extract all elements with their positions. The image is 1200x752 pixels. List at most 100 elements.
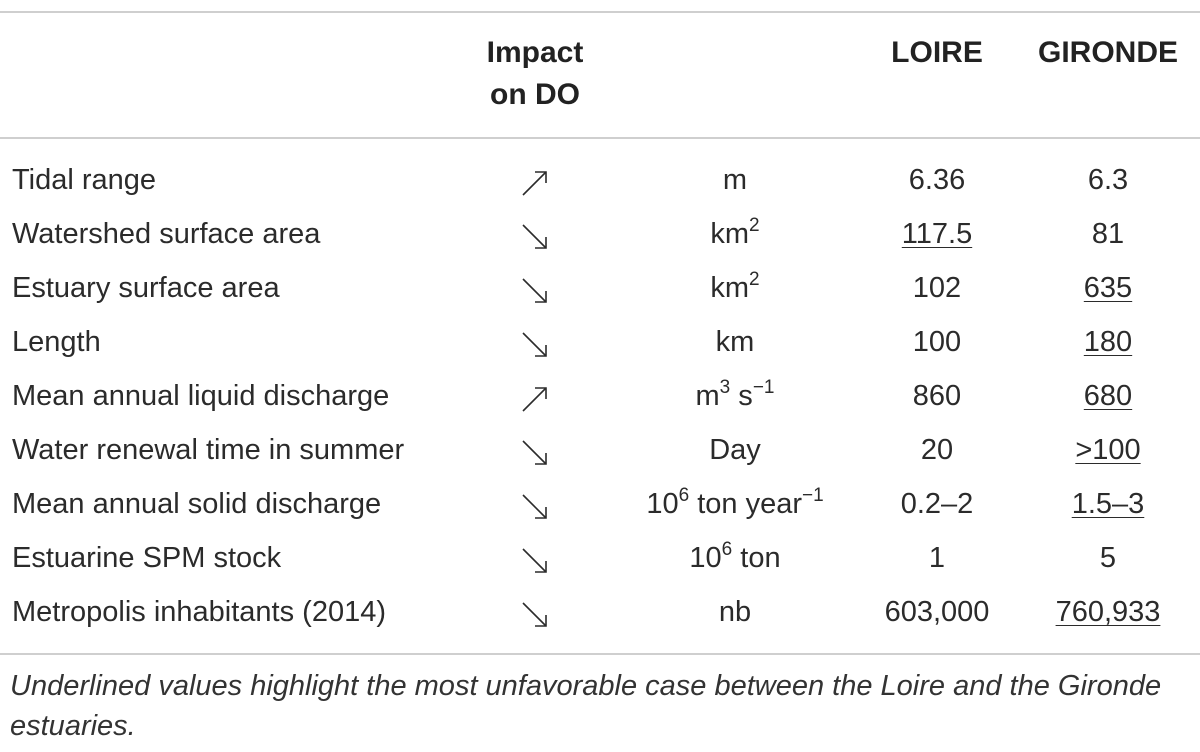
gironde-value: 760,933 <box>1055 596 1161 628</box>
impact-cell <box>478 315 592 369</box>
table-row: Estuary surface area km2 102 635 <box>0 261 1200 315</box>
loire-value: 0.2–2 <box>900 488 974 520</box>
gironde-value-cell: 635 <box>1022 261 1194 315</box>
unit-cell: km2 <box>600 261 870 315</box>
parameter-cell: Mean annual liquid discharge <box>12 380 390 412</box>
table-row: Mean annual liquid discharge m3 s−1 860 680 <box>0 369 1200 423</box>
loire-value-cell: 20 <box>862 423 1012 477</box>
table-row: Watershed surface area km2 117.5 81 <box>0 207 1200 261</box>
unit-base: 10 <box>646 488 679 520</box>
unit-base: 10 <box>689 542 722 574</box>
unit-cell: nb <box>600 585 870 639</box>
gironde-value: 680 <box>1083 380 1133 412</box>
unit-base: km <box>710 218 750 250</box>
impact-cell <box>478 531 592 585</box>
parameter-cell: Watershed surface area <box>12 218 321 250</box>
loire-value-cell: 102 <box>862 261 1012 315</box>
arrow-down-right-icon <box>522 278 547 304</box>
table-top-rule <box>0 11 1200 13</box>
arrow-down-right-icon <box>522 224 547 250</box>
gironde-value-cell: 680 <box>1022 369 1194 423</box>
loire-value-cell: 117.5 <box>862 207 1012 261</box>
column-header-impact: Impact on DO <box>470 32 600 116</box>
parameter-cell: Metropolis inhabitants (2014) <box>12 596 386 628</box>
parameter-cell: Tidal range <box>12 164 157 196</box>
gironde-value: 81 <box>1091 218 1125 250</box>
column-header-impact-line2: on DO <box>490 78 580 111</box>
table-footnote: Underlined values highlight the most unf… <box>10 670 1162 742</box>
table-row: Mean annual solid discharge 106 ton year−… <box>0 477 1200 531</box>
impact-cell <box>478 261 592 315</box>
impact-cell <box>478 423 592 477</box>
unit-base: Day <box>709 434 761 466</box>
unit-exponent: 6 <box>678 485 690 506</box>
table-row: Tidal range m 6.36 6.3 <box>0 153 1200 207</box>
gironde-value: 6.3 <box>1087 164 1129 196</box>
column-header-impact-line1: Impact <box>486 36 584 69</box>
gironde-value-cell: 81 <box>1022 207 1194 261</box>
unit-suffix-exponent: −1 <box>802 485 824 506</box>
parameter-cell: Estuarine SPM stock <box>12 542 282 574</box>
impact-cell <box>478 207 592 261</box>
gironde-value-cell: 5 <box>1022 531 1194 585</box>
unit-cell: km2 <box>600 207 870 261</box>
unit-exponent: 2 <box>749 215 760 236</box>
unit-cell: 106 ton year−1 <box>600 477 870 531</box>
unit-cell: m3 s−1 <box>600 369 870 423</box>
unit-cell: Day <box>600 423 870 477</box>
gironde-value: 1.5–3 <box>1071 488 1145 520</box>
impact-cell <box>478 477 592 531</box>
unit-base: m <box>722 164 748 196</box>
unit-cell: 106 ton <box>600 531 870 585</box>
unit-suffix: ton year <box>689 488 802 520</box>
unit-cell: m <box>600 153 870 207</box>
table-row: Water renewal time in summer Day 20 >100 <box>0 423 1200 477</box>
table-body: Tidal range m 6.36 6.3 Watershed surface are… <box>0 153 1200 639</box>
gironde-value: 5 <box>1099 542 1117 574</box>
column-header-loire: LOIRE <box>891 36 983 69</box>
column-header-gironde: GIRONDE <box>1037 36 1178 69</box>
unit-exponent: 2 <box>749 269 760 290</box>
table-row: Metropolis inhabitants (2014) nb 603,000 76… <box>0 585 1200 639</box>
table-row: Length km 100 180 <box>0 315 1200 369</box>
loire-value: 860 <box>912 380 962 412</box>
loire-value: 603,000 <box>884 596 990 628</box>
gironde-value-cell: 6.3 <box>1022 153 1194 207</box>
unit-base: m <box>695 380 720 412</box>
arrow-up-right-icon <box>522 387 547 412</box>
table-row: Estuarine SPM stock 106 ton 1 5 <box>0 531 1200 585</box>
loire-value: 100 <box>912 326 962 358</box>
loire-value: 1 <box>928 542 946 574</box>
gironde-value: 635 <box>1083 272 1133 304</box>
unit-exponent: 3 <box>719 377 731 398</box>
gironde-value-cell: >100 <box>1022 423 1194 477</box>
loire-value: 6.36 <box>908 164 966 196</box>
arrow-down-right-icon <box>522 602 547 628</box>
loire-value-cell: 6.36 <box>862 153 1012 207</box>
loire-value: 102 <box>912 272 962 304</box>
unit-base: km <box>710 272 750 304</box>
loire-value: 117.5 <box>901 218 973 250</box>
parameter-cell: Mean annual solid discharge <box>12 488 382 520</box>
impact-cell <box>478 369 592 423</box>
unit-base: km <box>715 326 755 358</box>
gironde-value-cell: 760,933 <box>1022 585 1194 639</box>
impact-cell <box>478 153 592 207</box>
table-header-rule <box>0 137 1200 139</box>
loire-value-cell: 1 <box>862 531 1012 585</box>
loire-value-cell: 0.2–2 <box>862 477 1012 531</box>
loire-value: 20 <box>920 434 954 466</box>
parameter-cell: Water renewal time in summer <box>12 434 405 466</box>
unit-exponent: 6 <box>721 539 733 560</box>
impact-cell <box>478 585 592 639</box>
loire-value-cell: 100 <box>862 315 1012 369</box>
arrow-down-right-icon <box>522 440 547 466</box>
loire-value-cell: 603,000 <box>862 585 1012 639</box>
arrow-down-right-icon <box>522 548 547 574</box>
arrow-down-right-icon <box>522 494 547 520</box>
unit-cell: km <box>600 315 870 369</box>
gironde-value: >100 <box>1075 434 1141 466</box>
parameter-cell: Estuary surface area <box>12 272 280 304</box>
unit-suffix-exponent: −1 <box>752 377 775 398</box>
loire-value-cell: 860 <box>862 369 1012 423</box>
